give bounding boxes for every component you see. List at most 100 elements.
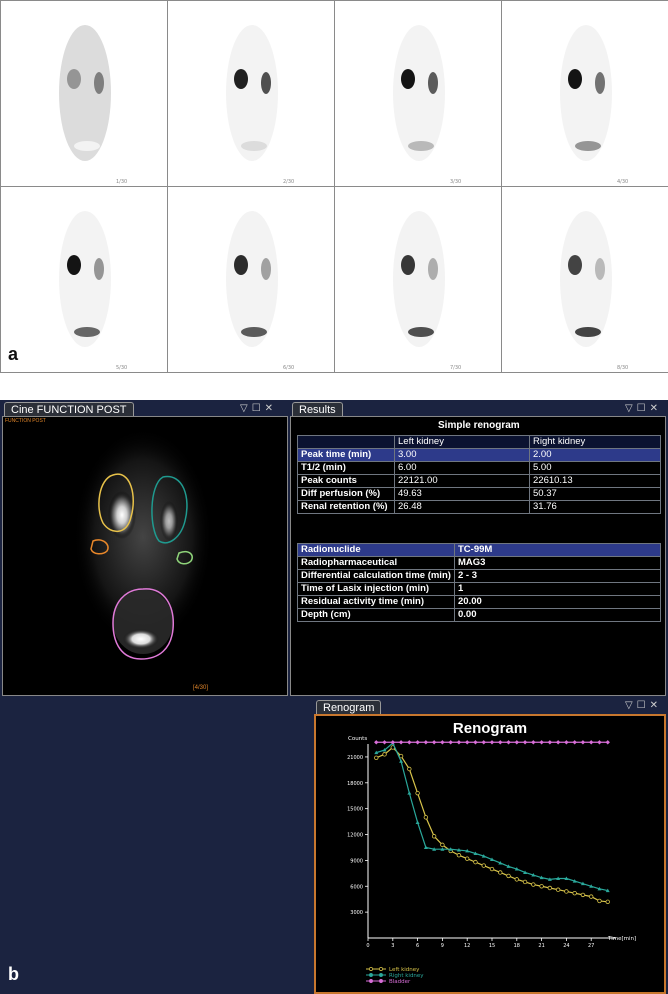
software-screenshot: Cine FUNCTION POST ▽☐✕ FUNCTION POST [0,400,668,994]
data-point [481,854,486,858]
data-point [547,877,552,881]
frame-label: 7/30 [450,365,462,371]
left-kidney-mark [568,69,582,89]
data-point [580,892,586,898]
bladder-mark [575,141,601,151]
row-label: Peak counts [297,474,395,488]
right-kidney-mark [428,72,438,94]
cell-left: 22121.00 [394,474,530,488]
row-label: Renal retention (%) [297,500,395,514]
x-tick-label: 24 [563,943,569,949]
param-value: 1 [454,582,661,596]
right-kidney-mark [428,258,438,280]
table-row[interactable]: Depth (cm) 0.00 [297,608,661,622]
frame-label: 5/30 [116,365,128,371]
y-tick-label: 18000 [347,781,363,787]
data-point [514,877,519,882]
frame-label: 2/30 [283,179,295,185]
frame-label: 6/30 [283,365,295,371]
table-row[interactable]: Peak time (min) 3.00 2.00 [297,448,661,462]
data-point [407,791,412,795]
left-kidney-mark [401,69,415,89]
cine-window-controls[interactable]: ▽☐✕ [240,403,278,414]
legend-marker [369,967,373,971]
col-header-right: Right kidney [529,435,661,449]
frame-label: 1/30 [116,179,128,185]
results-table: Left kidney Right kidney Peak time (min)… [297,435,661,514]
data-point [481,863,486,868]
x-tick-label: 12 [464,943,470,949]
table-row[interactable]: T1/2 (min) 6.00 5.00 [297,461,661,475]
data-point [465,848,470,853]
scintigraphy-frame-grid: FLOWRAUPT unique.ost Treatment + LREs + … [0,0,668,373]
bladder-mark [575,327,601,337]
param-value: 2 - 3 [454,569,661,583]
legend-label: Right kidney [389,973,424,979]
data-point [605,899,610,904]
data-point [423,815,429,820]
cell-left: 6.00 [394,461,530,475]
scan-frame: 3/30 [334,0,502,187]
results-window-controls[interactable]: ▽☐✕ [624,403,662,414]
panel-letter-b: b [8,964,19,984]
tab-results[interactable]: Results [292,402,343,417]
data-point [489,740,495,745]
cine-image [73,427,213,660]
data-point [531,873,536,877]
table-row[interactable]: Residual activity time (min) 20.00 [297,595,661,609]
frame-image [59,25,111,161]
x-tick-label: 6 [416,943,419,949]
x-tick-label: 21 [538,943,544,949]
table-row[interactable]: Differential calculation time (min) 2 - … [297,569,661,583]
param-value: MAG3 [454,556,661,570]
data-point [456,853,462,858]
col-header-blank [297,435,395,449]
row-label: Diff perfusion (%) [297,487,395,501]
table-row[interactable]: Radiopharmaceutical MAG3 [297,556,661,570]
parameters-header-row: Radionuclide TC-99M [297,543,661,557]
right-kidney-mark [94,72,104,94]
renogram-window-controls[interactable]: ▽☐✕ [624,700,662,711]
cine-frame-counter: [4/30] [193,685,209,691]
scan-frame: 4/30 [501,0,668,187]
data-point [415,820,420,824]
right-kidney-mark [595,258,605,280]
data-point [564,876,569,881]
tab-renogram[interactable]: Renogram [316,700,382,715]
data-point [407,766,412,772]
legend-marker [379,979,383,983]
data-point [431,834,437,839]
frame-label: 8/30 [617,365,629,371]
data-point [547,740,553,745]
table-row[interactable]: Renal retention (%) 26.48 31.76 [297,500,661,514]
x-axis-label: Time[min] [607,936,636,942]
data-point [539,875,544,880]
data-point [506,740,511,745]
data-point [382,752,387,757]
scan-frame: 5/30 [0,186,168,373]
data-point [589,894,594,899]
cell-right: 31.76 [529,500,661,514]
data-point [399,759,404,763]
scan-frame: 6/30 [167,186,335,373]
data-point [440,740,445,745]
table-row[interactable]: Diff perfusion (%) 49.63 50.37 [297,487,661,501]
left-kidney-mark [234,255,248,275]
table-row[interactable]: Peak counts 22121.00 22610.13 [297,474,661,488]
data-point [572,740,577,745]
table-row[interactable]: Time of Lasix injection (min) 1 [297,582,661,596]
tab-cine[interactable]: Cine FUNCTION POST [4,402,134,417]
data-point [580,881,585,886]
right-kidney-mark [94,258,104,280]
data-point [522,740,528,745]
results-window: Simple renogram Left kidney Right kidney… [290,416,666,696]
legend-marker [379,967,383,971]
data-point [539,884,544,889]
param-value: 20.00 [454,595,661,609]
legend-label: Bladder [389,979,411,985]
scan-frame: 7/30 [334,186,502,373]
data-point [423,845,428,849]
legend-marker [379,973,383,977]
data-point [415,740,420,745]
data-point [464,856,470,861]
